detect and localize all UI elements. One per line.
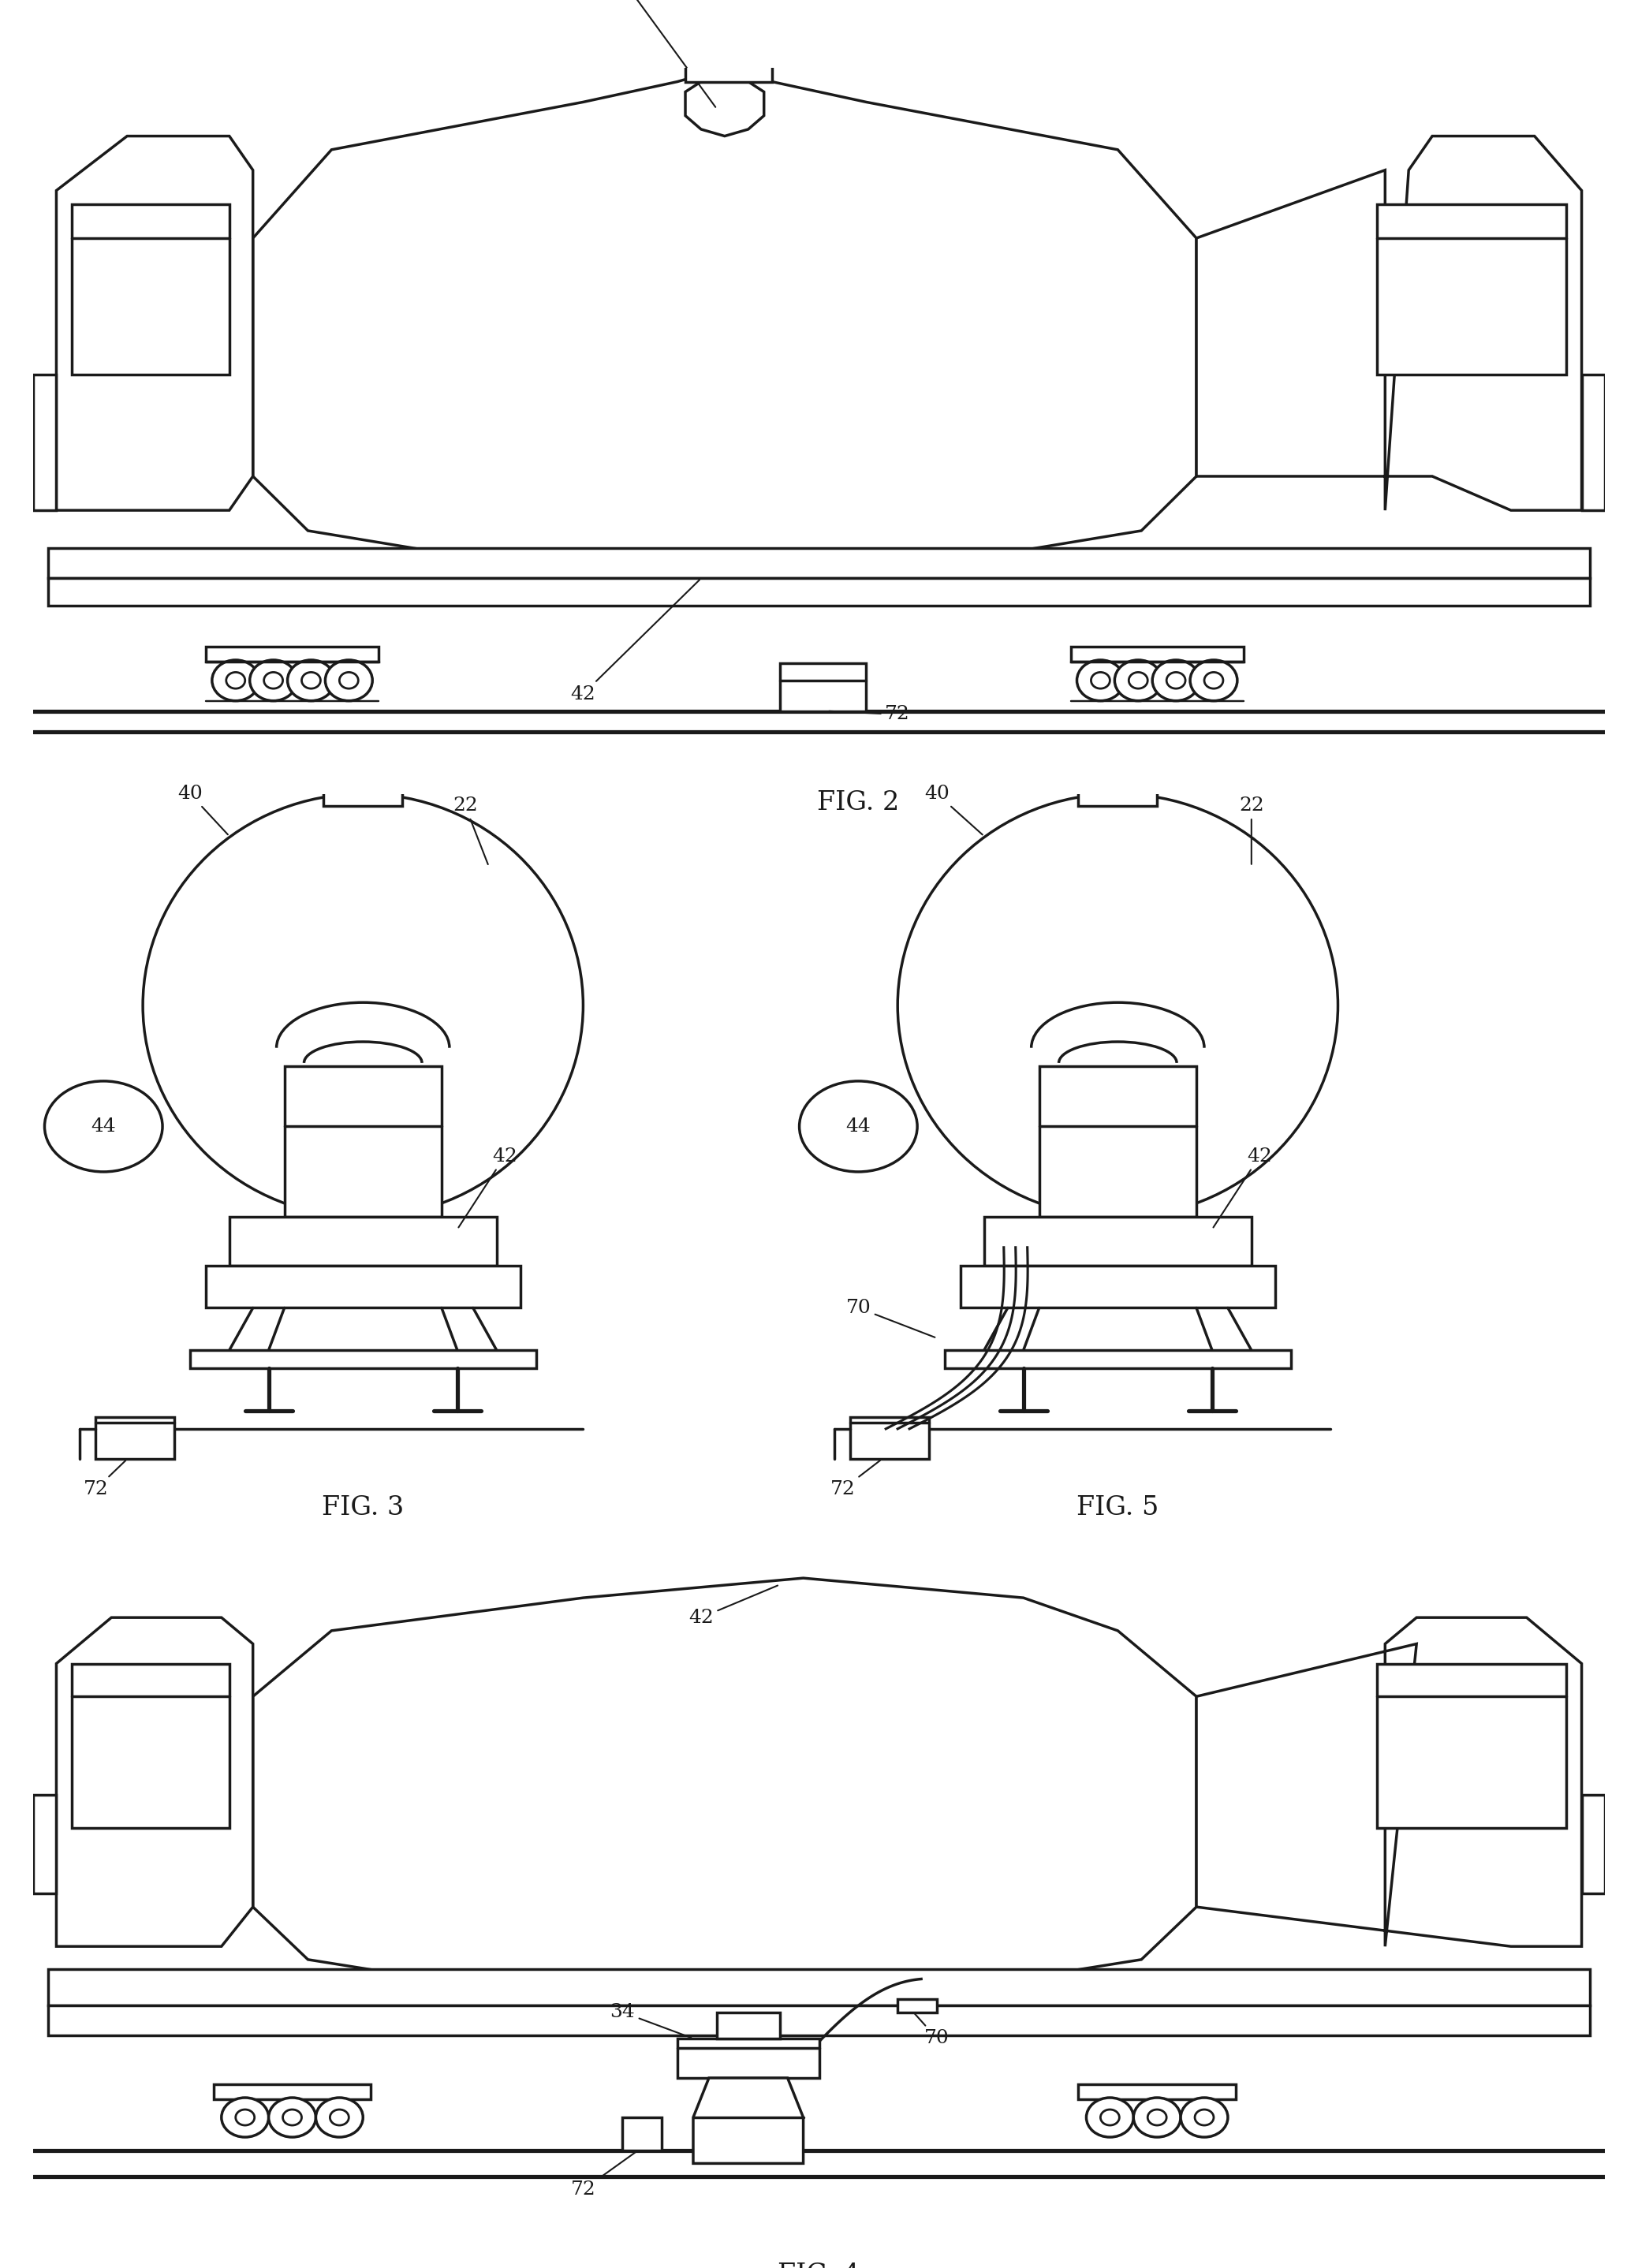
Text: 70: 70 (914, 2014, 950, 2048)
Text: 70: 70 (845, 1300, 935, 1338)
Text: 34: 34 (609, 2003, 691, 2037)
Circle shape (1148, 2109, 1166, 2125)
Circle shape (1101, 2109, 1119, 2125)
Text: 42: 42 (459, 1148, 518, 1227)
Circle shape (236, 2109, 254, 2125)
Bar (984, 1218, 1251, 1266)
Circle shape (1194, 2109, 1214, 2125)
Circle shape (221, 2098, 269, 2136)
Text: 44: 44 (845, 1118, 871, 1136)
Circle shape (1166, 671, 1186, 689)
Bar (49, 1969, 1589, 2005)
Text: 72: 72 (84, 1461, 126, 1499)
Circle shape (316, 2098, 364, 2136)
Circle shape (44, 1082, 162, 1173)
Bar (190, 1349, 536, 1368)
Text: 72: 72 (830, 1461, 880, 1499)
Text: 72: 72 (570, 2152, 637, 2198)
Text: 72: 72 (829, 705, 911, 723)
Bar (945, 1349, 1291, 1368)
Circle shape (283, 2109, 301, 2125)
Polygon shape (252, 1579, 1196, 1987)
Bar (1071, 646, 1243, 662)
Circle shape (1086, 2098, 1133, 2136)
Ellipse shape (143, 794, 583, 1218)
Circle shape (226, 671, 246, 689)
Text: 22: 22 (452, 796, 488, 864)
Text: 42: 42 (1214, 1148, 1271, 1227)
Polygon shape (1196, 1617, 1582, 1946)
Bar (49, 578, 1589, 606)
Circle shape (249, 660, 296, 701)
Polygon shape (56, 136, 252, 510)
Bar (780, 665, 867, 712)
Circle shape (329, 2109, 349, 2125)
Text: 42: 42 (688, 1585, 778, 1626)
Circle shape (1181, 2098, 1228, 2136)
Circle shape (211, 660, 259, 701)
Bar (1078, 2084, 1235, 2098)
Circle shape (799, 1082, 917, 1173)
Bar (49, 549, 1589, 578)
Circle shape (1091, 671, 1111, 689)
Bar (229, 1218, 496, 1266)
Circle shape (1114, 660, 1161, 701)
Circle shape (1133, 2098, 1181, 2136)
Text: FIG. 3: FIG. 3 (323, 1495, 405, 1520)
Bar (49, 2005, 1589, 2034)
Circle shape (339, 671, 359, 689)
Bar (1378, 204, 1566, 374)
Circle shape (264, 671, 283, 689)
Bar (285, 1066, 442, 1218)
Bar (213, 2084, 370, 2098)
Text: FIG. 5: FIG. 5 (1076, 1495, 1160, 1520)
Polygon shape (693, 2077, 803, 2164)
Bar (1038, 1066, 1196, 1218)
Text: FIG. 4: FIG. 4 (778, 2263, 860, 2268)
Text: 40: 40 (924, 785, 983, 835)
Bar (717, 2012, 780, 2039)
Bar (622, 2118, 662, 2150)
Circle shape (1129, 671, 1148, 689)
Circle shape (269, 2098, 316, 2136)
Circle shape (1204, 671, 1224, 689)
Bar (72, 204, 229, 374)
Circle shape (288, 660, 334, 701)
Bar (1378, 1665, 1566, 1828)
Bar (33, 1796, 56, 1894)
Text: FIG. 2: FIG. 2 (817, 789, 899, 816)
Bar (72, 1665, 229, 1828)
Bar (206, 646, 378, 662)
Text: 22: 22 (1238, 796, 1265, 864)
Circle shape (1076, 660, 1124, 701)
Bar (1582, 374, 1605, 510)
Ellipse shape (898, 794, 1338, 1218)
Bar (324, 728, 403, 805)
Bar (960, 1266, 1274, 1309)
Circle shape (301, 671, 321, 689)
Bar (1582, 1796, 1605, 1894)
Circle shape (1191, 660, 1237, 701)
Polygon shape (685, 82, 763, 136)
Text: 40: 40 (177, 785, 228, 835)
Bar (850, 1418, 929, 1458)
Text: 44: 44 (92, 1118, 116, 1136)
Circle shape (1153, 660, 1199, 701)
Bar (1078, 728, 1156, 805)
Bar (206, 1266, 521, 1309)
Bar (95, 1418, 174, 1458)
Polygon shape (1196, 136, 1582, 510)
Circle shape (326, 660, 372, 701)
Text: 42: 42 (570, 581, 699, 703)
Bar (678, 2039, 819, 2077)
Bar (33, 374, 56, 510)
Polygon shape (252, 68, 1196, 558)
Bar (898, 1998, 937, 2012)
Bar (685, 0, 771, 82)
Polygon shape (56, 1617, 252, 1946)
